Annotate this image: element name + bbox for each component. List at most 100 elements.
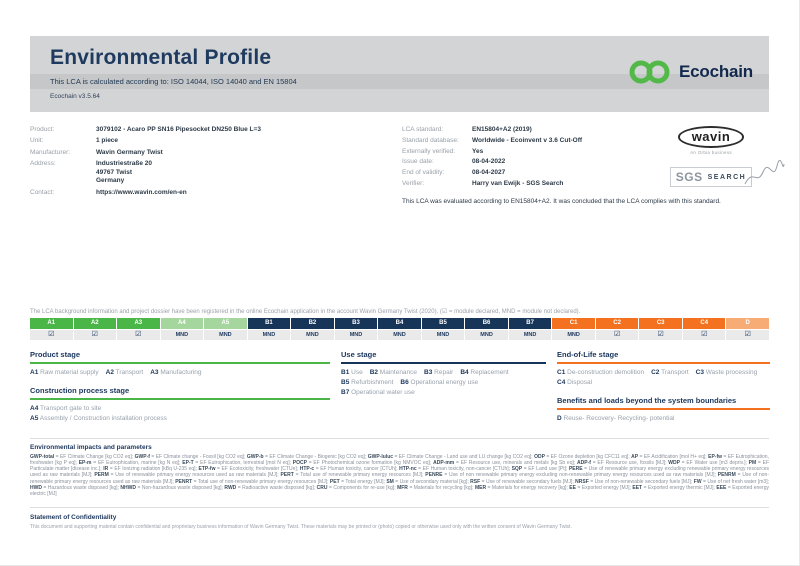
module-cell-B1: B1 <box>247 318 291 329</box>
stage-item-A2: A2 Transport <box>105 369 144 376</box>
module-status-C4: ☑ <box>682 330 726 340</box>
ecochain-logo: Ecochain <box>627 58 753 86</box>
glossary-title: Environmental impacts and parameters <box>30 444 152 452</box>
search-logo-text: SEARCH <box>707 173 747 181</box>
wavin-logo: wavin <box>677 126 745 148</box>
sgs-search-logo: SGS SEARCH <box>669 160 785 187</box>
verifier-signature-icon <box>744 160 785 185</box>
field-value: EN15804+A2 (2019) <box>472 126 532 133</box>
info-row: Contact: https://www.wavin.com/en-en <box>30 189 402 198</box>
construction-stage-title: Construction process stage <box>30 386 330 401</box>
glossary-section: Environmental impacts and parameters GWP… <box>30 438 769 497</box>
modules-section: The LCA background information and proje… <box>30 308 769 340</box>
info-row: Unit: 1 piece <box>30 137 402 146</box>
module-cell-B7: B7 <box>508 318 552 329</box>
module-cell-A3: A3 <box>117 318 160 329</box>
stage-item-B2: B2 Maintenance <box>369 369 418 376</box>
field-label: Issue date: <box>402 158 434 166</box>
module-status-B7: MND <box>508 330 552 340</box>
eol-stage-title: End-of-Life stage <box>557 350 770 364</box>
field-label: Unit: <box>30 137 44 145</box>
info-row: LCA standard: EN15804+A2 (2019) <box>402 126 752 135</box>
info-row: Externally verified: Yes <box>402 148 752 157</box>
field-value: 1 piece <box>96 137 119 145</box>
module-status-C2: ☑ <box>595 330 639 340</box>
module-status-B1: MND <box>247 330 291 340</box>
stage-item-C2: C2 Transport <box>651 369 689 376</box>
module-status-A3: ☑ <box>117 330 160 340</box>
module-cell-C3: C3 <box>639 318 682 329</box>
stages-section: Product stage A1 Raw material supply A2 T… <box>30 350 770 432</box>
module-status-A5: MND <box>204 330 247 340</box>
stage-column-eol: End-of-Life stage C1 De-construction dem… <box>557 350 770 432</box>
stage-item-B3: B3 Repair <box>424 369 454 376</box>
module-status-C3: ☑ <box>639 330 682 340</box>
eol-stage-items: C1 De-construction demolition C2 Transpor… <box>557 368 770 388</box>
construction-stage-block: Construction process stage A4 Transport … <box>30 386 330 424</box>
benefits-stage-title: Benefits and loads beyond the system bou… <box>557 396 770 411</box>
stage-item-A5: A5 Assembly / Construction installation … <box>30 415 167 423</box>
field-value: 3079102 - Acaro PP SN16 Pipesocket DN250… <box>96 126 261 133</box>
module-status-B6: MND <box>465 330 508 340</box>
glossary-text: GWP-total = EF Climate Change [kg CO2 eq… <box>30 454 770 497</box>
module-cell-D: D <box>726 318 769 329</box>
product-info: Product: 3079102 - Acaro PP SN16 Pipesock… <box>30 126 402 205</box>
module-cell-A2: A2 <box>73 318 117 329</box>
info-row: End of validity: 08-04-2027 <box>402 169 752 178</box>
module-status-B3: MND <box>334 330 378 340</box>
field-label: Externally verified: <box>402 147 456 155</box>
field-value: Yes <box>472 147 484 155</box>
info-row: Manufacturer: Wavin Germany Twist <box>30 149 402 158</box>
info-row: Issue date: 08-04-2022 <box>402 158 752 167</box>
field-label: LCA standard: <box>402 126 444 133</box>
module-cell-A1: A1 <box>30 318 73 329</box>
wavin-tagline: An Orbia business <box>690 150 732 155</box>
page-title: Environmental Profile <box>50 46 272 69</box>
field-value: https://www.wavin.com/en-en <box>96 188 187 196</box>
field-value: Harry van Ewijk - SGS Search <box>472 179 564 187</box>
module-cell-A5: A5 <box>204 318 247 329</box>
app-version: Ecochain v3.5.64 <box>50 93 100 100</box>
certification-logos: wavin An Orbia business SGS SEARCH <box>655 126 785 187</box>
module-status-A1: ☑ <box>30 330 73 340</box>
stage-item-B6: B6 Operational energy use <box>400 379 479 387</box>
evaluation-note: This LCA was evaluated according to EN15… <box>402 197 721 205</box>
module-header-row: A1 A2 A3 A4 A5 B1 B2 B3 B4 B5 B6 B7 C1 C2 C3 C4 D <box>30 318 769 329</box>
stage-item-C4: C4 Disposal <box>557 379 593 387</box>
module-status-B4: MND <box>378 330 421 340</box>
info-row: Address: Industriestraße 20 49767 Twist G… <box>30 160 402 186</box>
ecochain-logo-text: Ecochain <box>679 62 753 81</box>
info-row: Verifier: Harry van Ewijk - SGS Search <box>402 180 752 189</box>
field-value: Industriestraße 20 49767 Twist Germany <box>96 159 152 185</box>
field-label: Standard database: <box>402 136 459 144</box>
field-label: Verifier: <box>402 179 425 187</box>
module-status-B5: MND <box>421 330 465 340</box>
stage-item-A3: A3 Manufacturing <box>150 369 202 376</box>
module-cell-C4: C4 <box>682 318 726 329</box>
module-status-row: ☑ ☑ ☑ MND MND MND MND MND MND MND MND MND MND ☑ ☑ ☑ ☑ <box>30 330 769 340</box>
product-stage-title: Product stage <box>30 350 330 364</box>
product-stage-block: Product stage A1 Raw material supply A2 T… <box>30 350 330 378</box>
stage-item-B1: B1 Use <box>341 369 363 376</box>
info-row: Product: 3079102 - Acaro PP SN16 Pipesock… <box>30 126 402 135</box>
field-label: Address: <box>30 159 56 167</box>
stage-item-D: D Reuse- Recovery- Recycling- potential <box>557 415 675 423</box>
use-stage-title: Use stage <box>341 350 546 364</box>
module-cell-B2: B2 <box>291 318 334 329</box>
module-cell-B4: B4 <box>378 318 421 329</box>
module-status-D: ☑ <box>726 330 769 340</box>
ecochain-infinity-icon <box>629 60 670 84</box>
benefits-stage-items: D Reuse- Recovery- Recycling- potential <box>557 414 770 424</box>
field-value: Wavin Germany Twist <box>96 148 163 156</box>
stage-item-A4: A4 Transport gate to site <box>30 405 102 413</box>
module-cell-B3: B3 <box>334 318 378 329</box>
registration-note: The LCA background information and proje… <box>30 309 581 315</box>
field-value: 08-04-2022 <box>472 158 506 166</box>
benefits-stage-block: Benefits and loads beyond the system bou… <box>557 396 770 424</box>
module-cell-B5: B5 <box>421 318 465 329</box>
stage-column-use: Use stage B1 Use B2 Maintenance B3 Repair B… <box>341 350 546 432</box>
lca-standards-subtitle: This LCA is calculated according to: ISO… <box>30 74 769 89</box>
module-status-A4: MND <box>160 330 204 340</box>
use-stage-items: B1 Use B2 Maintenance B3 Repair B4 Replacem… <box>341 368 546 398</box>
